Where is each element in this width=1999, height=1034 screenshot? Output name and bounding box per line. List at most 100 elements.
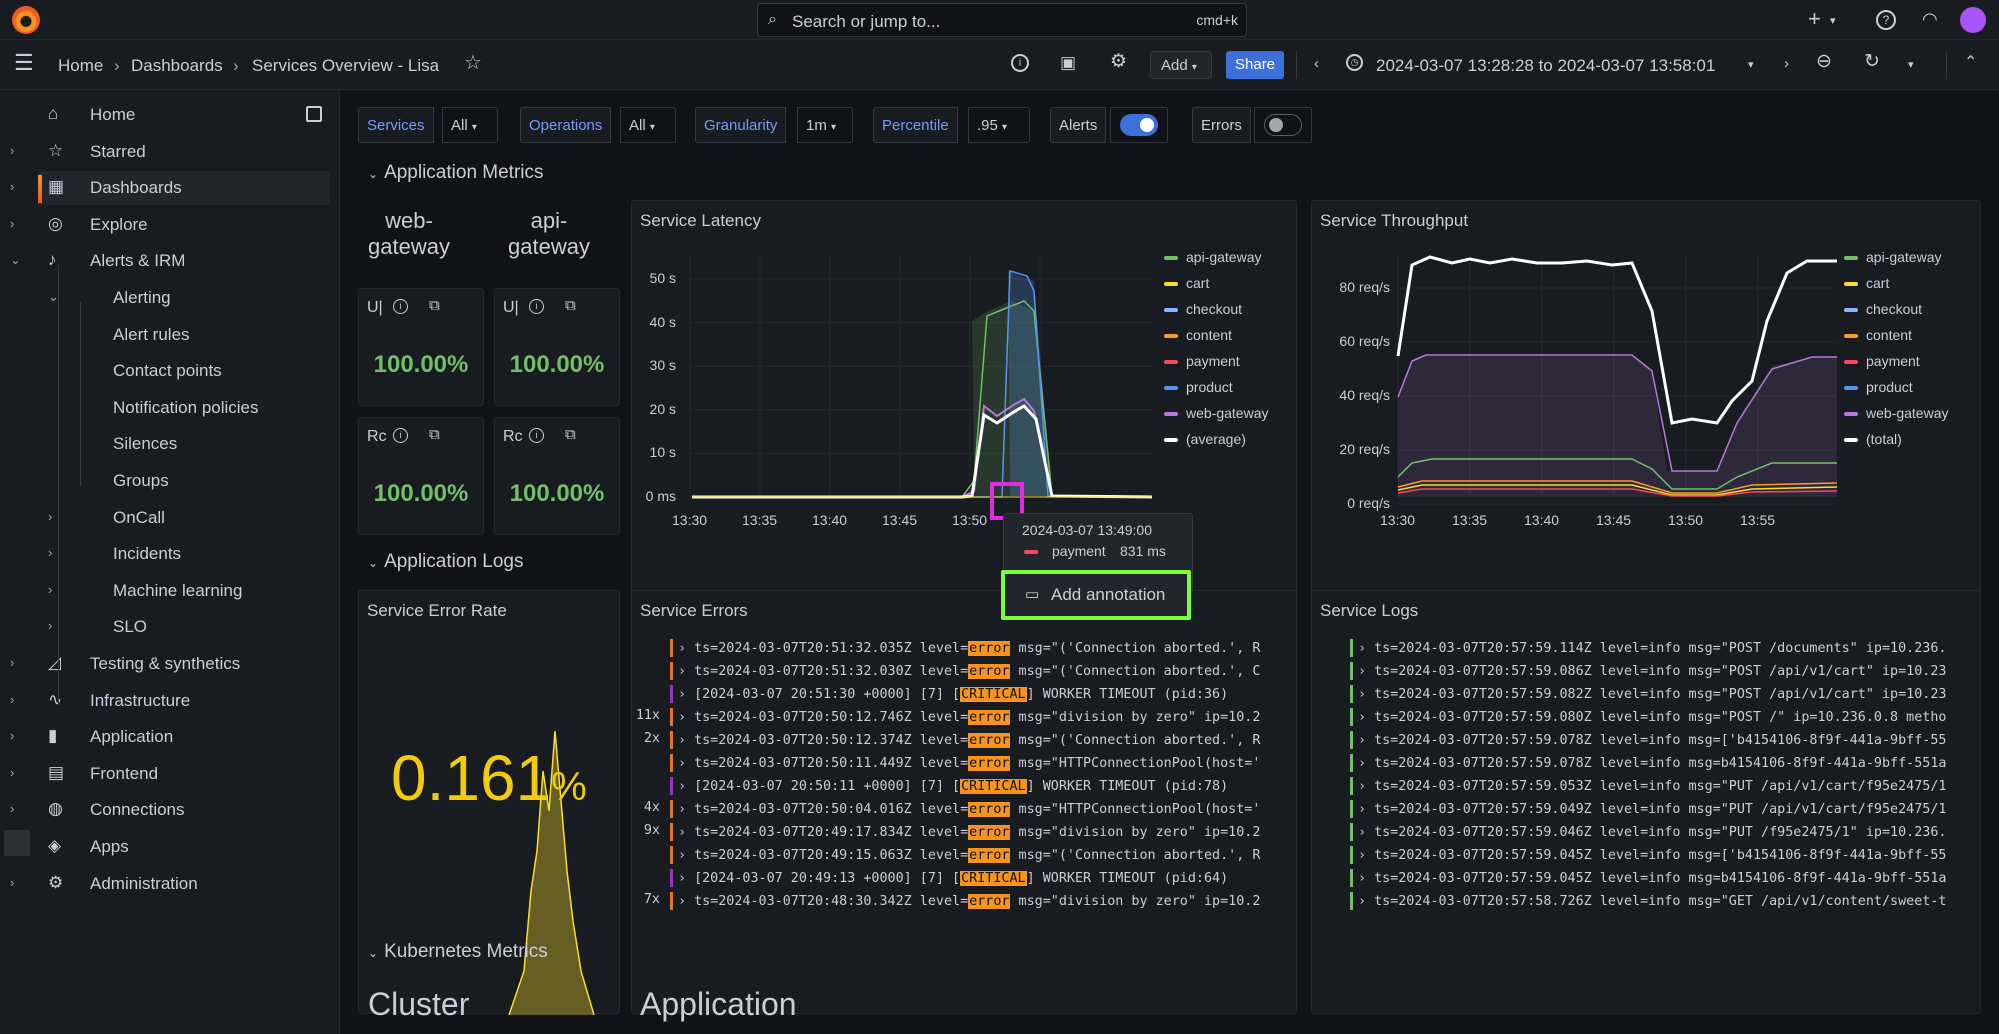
legend-item[interactable]: api-gateway: [1844, 249, 1942, 267]
expand-chevron-icon[interactable]: ›: [1358, 641, 1367, 656]
chevron-right-icon[interactable]: ›: [10, 801, 15, 817]
sidebar-item-frontend[interactable]: › ▤ Frontend: [0, 757, 340, 791]
service-errors-panel[interactable]: Service Errors › ts=2024-03-07T20:51:32.0…: [631, 590, 1297, 1014]
dock-sidebar-icon[interactable]: [306, 106, 322, 122]
grafana-logo-icon[interactable]: [12, 6, 40, 34]
var-services-select[interactable]: All ▾: [442, 107, 498, 143]
legend-item[interactable]: cart: [1844, 275, 1889, 293]
help-icon[interactable]: ?: [1876, 10, 1896, 30]
breadcrumb-home[interactable]: Home: [58, 56, 104, 75]
sidebar-item-notification-policies[interactable]: Notification policies: [0, 391, 340, 425]
chevron-right-icon[interactable]: ›: [1784, 55, 1789, 72]
expand-chevron-icon[interactable]: ›: [1358, 871, 1367, 886]
log-line[interactable]: › ts=2024-03-07T20:57:59.080Z level=info …: [1350, 708, 1946, 728]
service-logs-panel[interactable]: Service Logs › ts=2024-03-07T20:57:59.114…: [1311, 590, 1981, 1014]
share-button[interactable]: Share: [1226, 51, 1284, 79]
sidebar-item-alerting[interactable]: ⌄ Alerting: [0, 281, 340, 315]
expand-chevron-icon[interactable]: ›: [1358, 710, 1367, 725]
sidebar-item-application[interactable]: › ▮ Application: [0, 720, 340, 754]
add-annotation-button[interactable]: ▭ Add annotation: [1001, 570, 1191, 620]
log-line[interactable]: › ts=2024-03-07T20:50:12.746Z level=error…: [670, 708, 1260, 728]
expand-chevron-icon[interactable]: ›: [678, 848, 687, 863]
expand-chevron-icon[interactable]: ›: [1358, 756, 1367, 771]
var-granularity-select[interactable]: 1m ▾: [797, 107, 853, 143]
legend-item[interactable]: checkout: [1164, 301, 1242, 319]
menu-icon[interactable]: ☰: [14, 50, 34, 75]
sidebar-item-connections[interactable]: › ◍ Connections: [0, 793, 340, 827]
log-line[interactable]: › ts=2024-03-07T20:51:32.035Z level=error…: [670, 639, 1260, 659]
sidebar-item-home[interactable]: ⌂ Home: [0, 98, 340, 132]
log-line[interactable]: › ts=2024-03-07T20:57:59.045Z level=info …: [1350, 846, 1946, 866]
sidebar-item-explore[interactable]: › ◎ Explore: [0, 208, 340, 242]
chevron-right-icon[interactable]: ›: [10, 764, 15, 780]
expand-chevron-icon[interactable]: ›: [678, 664, 687, 679]
log-line[interactable]: › ts=2024-03-07T20:57:59.086Z level=info …: [1350, 662, 1946, 682]
section-kubernetes-metrics[interactable]: ⌄ Kubernetes Metrics: [368, 941, 548, 963]
sidebar-item-alert-rules[interactable]: Alert rules: [0, 318, 340, 352]
info-icon[interactable]: i: [529, 428, 544, 443]
expand-chevron-icon[interactable]: ›: [1358, 733, 1367, 748]
expand-chevron-icon[interactable]: ›: [678, 802, 687, 817]
legend-item[interactable]: payment: [1164, 353, 1240, 371]
log-line[interactable]: › ts=2024-03-07T20:50:11.449Z level=error…: [670, 754, 1260, 774]
chevron-down-icon[interactable]: ⌄: [10, 252, 21, 268]
expand-chevron-icon[interactable]: ›: [678, 687, 687, 702]
log-line[interactable]: › ts=2024-03-07T20:49:17.834Z level=error…: [670, 823, 1260, 843]
breadcrumb-dashboards[interactable]: Dashboards: [131, 56, 223, 75]
legend-item[interactable]: (average): [1164, 431, 1246, 449]
expand-chevron-icon[interactable]: ›: [1358, 664, 1367, 679]
log-line[interactable]: › ts=2024-03-07T20:51:32.030Z level=error…: [670, 662, 1260, 682]
expand-chevron-icon[interactable]: ›: [678, 894, 687, 909]
section-application-metrics[interactable]: ⌄ Application Metrics: [368, 162, 544, 184]
legend-item[interactable]: content: [1164, 327, 1232, 345]
log-line[interactable]: › ts=2024-03-07T20:57:59.045Z level=info …: [1350, 869, 1946, 889]
chevron-right-icon[interactable]: ›: [48, 508, 53, 524]
sidebar-item-administration[interactable]: › ⚙ Administration: [0, 867, 340, 901]
user-avatar[interactable]: [1960, 7, 1986, 33]
stat-panel-web-requests[interactable]: Rc i ⧉ 100.00%: [358, 417, 484, 535]
rss-icon[interactable]: ◠: [1922, 9, 1938, 29]
expand-chevron-icon[interactable]: ›: [1358, 779, 1367, 794]
log-line[interactable]: › ts=2024-03-07T20:48:30.342Z level=error…: [670, 892, 1260, 912]
log-line[interactable]: › ts=2024-03-07T20:50:04.016Z level=error…: [670, 800, 1260, 820]
service-throughput-panel[interactable]: Service Throughput 80 req/s 60 req/s 40 re…: [1311, 200, 1981, 627]
chevron-right-icon[interactable]: ›: [10, 179, 15, 195]
add-button[interactable]: Add ▾: [1150, 51, 1212, 79]
expand-chevron-icon[interactable]: ›: [678, 825, 687, 840]
zoom-out-icon[interactable]: ⊖: [1816, 51, 1832, 72]
log-line[interactable]: › ts=2024-03-07T20:57:59.053Z level=info …: [1350, 777, 1946, 797]
time-range-picker[interactable]: 2024-03-07 13:28:28 to 2024-03-07 13:58:…: [1376, 56, 1716, 75]
chevron-right-icon[interactable]: ›: [48, 581, 53, 597]
log-line[interactable]: › ts=2024-03-07T20:49:15.063Z level=error…: [670, 846, 1260, 866]
expand-chevron-icon[interactable]: ›: [678, 871, 687, 886]
legend-item[interactable]: content: [1844, 327, 1912, 345]
chevron-right-icon[interactable]: ›: [48, 545, 53, 561]
chevron-right-icon[interactable]: ›: [10, 691, 15, 707]
errors-toggle[interactable]: [1264, 114, 1302, 136]
expand-chevron-icon[interactable]: ›: [678, 710, 687, 725]
legend-item[interactable]: api-gateway: [1164, 249, 1262, 267]
plus-icon[interactable]: +: [1808, 6, 1821, 31]
sidebar-item-oncall[interactable]: › OnCall: [0, 501, 340, 535]
external-link-icon[interactable]: ⧉: [429, 426, 440, 443]
sidebar-item-starred[interactable]: › ☆ Starred: [0, 135, 340, 169]
star-icon[interactable]: ☆: [464, 52, 482, 74]
legend-item[interactable]: payment: [1844, 353, 1920, 371]
refresh-icon[interactable]: ↻: [1864, 51, 1880, 72]
expand-chevron-icon[interactable]: ›: [1358, 894, 1367, 909]
chevron-up-icon[interactable]: ⌃: [1964, 54, 1978, 71]
log-line[interactable]: › [2024-03-07 20:51:30 +0000] [7] [CRITIC…: [670, 685, 1228, 705]
expand-chevron-icon[interactable]: ›: [1358, 825, 1367, 840]
chevron-down-icon[interactable]: ▾: [1908, 59, 1914, 71]
log-line[interactable]: › ts=2024-03-07T20:57:58.726Z level=info …: [1350, 892, 1946, 912]
legend-item[interactable]: cart: [1164, 275, 1209, 293]
chevron-right-icon[interactable]: ›: [10, 215, 15, 231]
search-input[interactable]: ⌕ Search or jump to... cmd+k: [757, 3, 1247, 37]
sidebar-item-silences[interactable]: Silences: [0, 427, 340, 461]
log-line[interactable]: › ts=2024-03-07T20:50:12.374Z level=error…: [670, 731, 1260, 751]
legend-item[interactable]: product: [1844, 379, 1913, 397]
sidebar-item-incidents[interactable]: › Incidents: [0, 537, 340, 571]
log-line[interactable]: › ts=2024-03-07T20:57:59.114Z level=info …: [1350, 639, 1946, 659]
sidebar-item-testing-synthetics[interactable]: › ◿ Testing & synthetics: [0, 647, 340, 681]
info-icon[interactable]: i: [393, 299, 408, 314]
